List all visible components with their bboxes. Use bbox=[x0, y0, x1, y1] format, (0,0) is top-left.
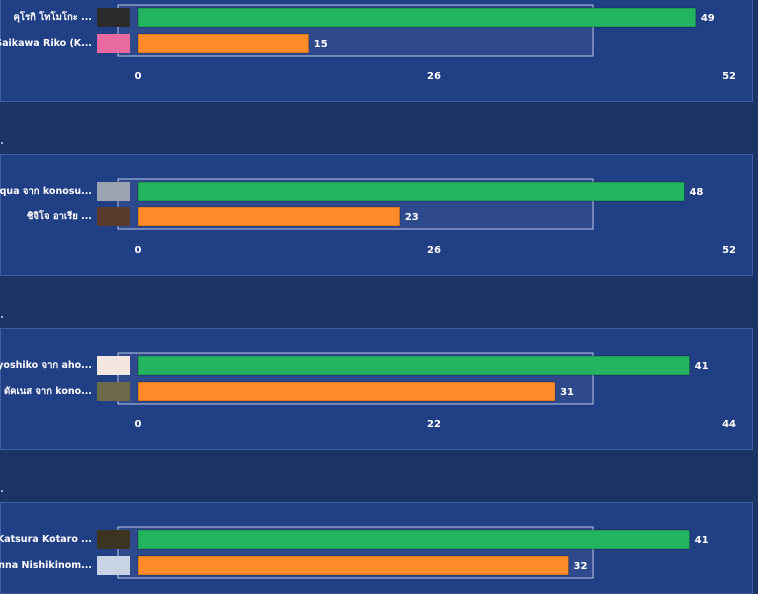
separator-dot-2 bbox=[1, 316, 3, 318]
category-label: aqua จาก konosu... bbox=[0, 186, 92, 197]
avatar-thumbnail bbox=[97, 34, 130, 53]
tick-label: 0 bbox=[135, 245, 142, 256]
bar bbox=[137, 7, 697, 28]
avatar-thumbnail bbox=[97, 182, 130, 201]
category-label: Katsura Kotaro ... bbox=[0, 534, 92, 545]
bar bbox=[137, 181, 685, 202]
data-label: 31 bbox=[560, 387, 574, 398]
data-label: 32 bbox=[574, 561, 588, 572]
data-label: 23 bbox=[405, 212, 419, 223]
bar bbox=[137, 381, 556, 402]
separator-dot-3 bbox=[1, 490, 3, 492]
chart-2: 48 aqua จาก konosu... 23 ชิจิโจ อาเรีย ... 0… bbox=[0, 178, 736, 256]
tick-label: 0 bbox=[135, 419, 142, 430]
data-label: 41 bbox=[695, 361, 709, 372]
tick-label: 44 bbox=[722, 419, 736, 430]
avatar-thumbnail bbox=[97, 207, 130, 226]
data-label: 15 bbox=[314, 39, 328, 50]
category-label: yoshiko จาก aho... bbox=[0, 360, 92, 371]
avatar-thumbnail bbox=[97, 556, 130, 575]
bar bbox=[137, 33, 310, 54]
tick-label: 22 bbox=[427, 419, 441, 430]
avatar-thumbnail bbox=[97, 8, 130, 27]
bar bbox=[137, 555, 570, 576]
tick-label: 26 bbox=[427, 71, 441, 82]
avatar-thumbnail bbox=[97, 382, 130, 401]
data-label: 41 bbox=[695, 535, 709, 546]
chart-1: 49 คุโรกิ โทโมโกะ ... 15 Saikawa Riko (K...… bbox=[0, 4, 736, 82]
tick-label: 52 bbox=[722, 71, 736, 82]
avatar-thumbnail bbox=[97, 356, 130, 375]
bar bbox=[137, 529, 691, 550]
tick-label: 52 bbox=[722, 245, 736, 256]
bar bbox=[137, 206, 401, 227]
category-label: Saikawa Riko (K... bbox=[0, 38, 92, 49]
chart-4: 41 Katsura Kotaro ... 32 Anna Nishikinom... bbox=[0, 526, 709, 579]
category-label: ชิจิโจ อาเรีย ... bbox=[27, 210, 92, 222]
category-label: ดัคเนส จาก kono... bbox=[4, 386, 92, 397]
category-label: คุโรกิ โทโมโกะ ... bbox=[14, 11, 92, 23]
chart-3: 41 yoshiko จาก aho... 31 ดัคเนส จาก kono...… bbox=[0, 352, 736, 430]
bar bbox=[137, 355, 691, 376]
category-label: Anna Nishikinom... bbox=[0, 560, 92, 571]
tick-label: 0 bbox=[135, 71, 142, 82]
tick-label: 26 bbox=[427, 245, 441, 256]
separator-dot-1 bbox=[1, 142, 3, 144]
data-label: 48 bbox=[689, 187, 703, 198]
data-label: 49 bbox=[701, 13, 715, 24]
avatar-thumbnail bbox=[97, 530, 130, 549]
